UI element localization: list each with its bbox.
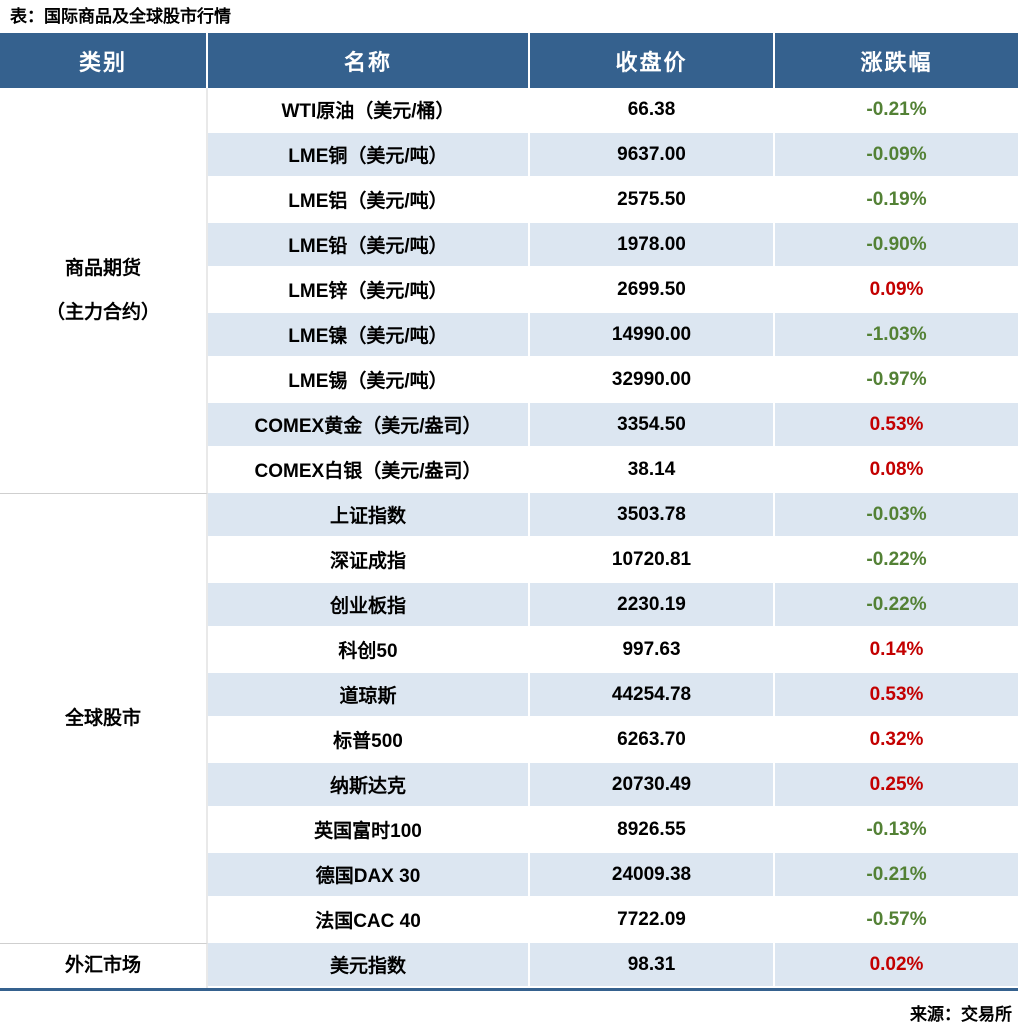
category-label-line: 外汇市场 bbox=[64, 955, 141, 976]
close-price-cell: 98.31 bbox=[530, 943, 775, 988]
close-price-cell: 997.63 bbox=[530, 628, 775, 673]
change-pct-cell: 0.53% bbox=[775, 403, 1018, 448]
col-header-change-pct: 涨跌幅 bbox=[775, 33, 1018, 88]
table-row: 科创50 997.63 0.14% bbox=[0, 628, 1018, 673]
change-pct-cell: -0.19% bbox=[775, 178, 1018, 223]
change-pct-cell: -0.57% bbox=[775, 898, 1018, 943]
close-price-cell: 2699.50 bbox=[530, 268, 775, 313]
table-header: 类别 名称 收盘价 涨跌幅 bbox=[0, 33, 1018, 88]
table-body: 商品期货 （主力合约） WTI原油（美元/桶） 66.38 -0.21% LME铜（美元/… bbox=[0, 88, 1018, 988]
close-price-cell: 32990.00 bbox=[530, 358, 775, 403]
name-cell: 深证成指 bbox=[208, 538, 530, 583]
close-price-cell: 6263.70 bbox=[530, 718, 775, 763]
name-cell: 纳斯达克 bbox=[208, 763, 530, 808]
close-price-cell: 3503.78 bbox=[530, 493, 775, 538]
name-cell: 美元指数 bbox=[208, 943, 530, 988]
table-row: 德国DAX 30 24009.38 -0.21% bbox=[0, 853, 1018, 898]
market-table: 类别 名称 收盘价 涨跌幅 商品期货 （主力合约） WTI原油（美元/桶） 66.38… bbox=[0, 33, 1018, 988]
table-title: 表：国际商品及全球股市行情 bbox=[10, 7, 231, 26]
close-price-cell: 20730.49 bbox=[530, 763, 775, 808]
change-pct-cell: -1.03% bbox=[775, 313, 1018, 358]
change-pct-cell: 0.25% bbox=[775, 763, 1018, 808]
change-pct-cell: 0.09% bbox=[775, 268, 1018, 313]
close-price-cell: 2575.50 bbox=[530, 178, 775, 223]
change-pct-cell: 0.08% bbox=[775, 448, 1018, 493]
table-row: 创业板指 2230.19 -0.22% bbox=[0, 583, 1018, 628]
close-price-cell: 8926.55 bbox=[530, 808, 775, 853]
category-label-line: 商品期货 bbox=[64, 257, 141, 279]
change-pct-cell: -0.90% bbox=[775, 223, 1018, 268]
change-pct-cell: -0.22% bbox=[775, 538, 1018, 583]
table-row: LME锡（美元/吨） 32990.00 -0.97% bbox=[0, 358, 1018, 403]
name-cell: 法国CAC 40 bbox=[208, 898, 530, 943]
source-note: 来源：交易所 bbox=[910, 1005, 1012, 1024]
table-row: 英国富时100 8926.55 -0.13% bbox=[0, 808, 1018, 853]
table-row: 商品期货 （主力合约） WTI原油（美元/桶） 66.38 -0.21% bbox=[0, 88, 1018, 493]
name-cell: COMEX黄金（美元/盎司） bbox=[208, 403, 530, 448]
table-row: LME铜（美元/吨） 9637.00 -0.09% bbox=[0, 133, 1018, 178]
close-price-cell: 1978.00 bbox=[530, 223, 775, 268]
category-label-line: 全球股市 bbox=[64, 707, 141, 729]
change-pct-cell: -0.03% bbox=[775, 493, 1018, 538]
table-row: LME锌（美元/吨） 2699.50 0.09% bbox=[0, 268, 1018, 313]
close-price-cell: 7722.09 bbox=[530, 898, 775, 943]
table-row: COMEX黄金（美元/盎司） 3354.50 0.53% bbox=[0, 403, 1018, 448]
name-cell: 创业板指 bbox=[208, 583, 530, 628]
name-cell: 标普500 bbox=[208, 718, 530, 763]
table-bottom-rule bbox=[0, 988, 1018, 991]
name-cell: WTI原油（美元/桶） bbox=[208, 88, 530, 133]
table-row: 标普500 6263.70 0.32% bbox=[0, 718, 1018, 763]
change-pct-cell: -0.22% bbox=[775, 583, 1018, 628]
change-pct-cell: 0.02% bbox=[775, 943, 1018, 988]
close-price-cell: 24009.38 bbox=[530, 853, 775, 898]
col-header-name: 名称 bbox=[208, 33, 530, 88]
table-row: 法国CAC 40 7722.09 -0.57% bbox=[0, 898, 1018, 943]
col-header-close-price: 收盘价 bbox=[530, 33, 775, 88]
col-header-category: 类别 bbox=[0, 33, 208, 88]
change-pct-cell: -0.13% bbox=[775, 808, 1018, 853]
change-pct-cell: -0.09% bbox=[775, 133, 1018, 178]
name-cell: COMEX白银（美元/盎司） bbox=[208, 448, 530, 493]
name-cell: LME铜（美元/吨） bbox=[208, 133, 530, 178]
table-row: 全球股市 上证指数 3503.78 -0.03% bbox=[0, 493, 1018, 943]
close-price-cell: 44254.78 bbox=[530, 673, 775, 718]
header-row: 类别 名称 收盘价 涨跌幅 bbox=[0, 33, 1018, 88]
name-cell: 道琼斯 bbox=[208, 673, 530, 718]
table-row: 外汇市场 美元指数 98.31 0.02% bbox=[0, 943, 1018, 988]
close-price-cell: 66.38 bbox=[530, 88, 775, 133]
category-cell: 外汇市场 bbox=[0, 943, 208, 988]
name-cell: LME铅（美元/吨） bbox=[208, 223, 530, 268]
name-cell: 上证指数 bbox=[208, 493, 530, 538]
table-row: LME铝（美元/吨） 2575.50 -0.19% bbox=[0, 178, 1018, 223]
change-pct-cell: 0.14% bbox=[775, 628, 1018, 673]
table-row: 深证成指 10720.81 -0.22% bbox=[0, 538, 1018, 583]
change-pct-cell: -0.97% bbox=[775, 358, 1018, 403]
table-row: 纳斯达克 20730.49 0.25% bbox=[0, 763, 1018, 808]
table-row: LME镍（美元/吨） 14990.00 -1.03% bbox=[0, 313, 1018, 358]
name-cell: LME铝（美元/吨） bbox=[208, 178, 530, 223]
name-cell: LME镍（美元/吨） bbox=[208, 313, 530, 358]
change-pct-cell: 0.53% bbox=[775, 673, 1018, 718]
name-cell: 英国富时100 bbox=[208, 808, 530, 853]
name-cell: LME锡（美元/吨） bbox=[208, 358, 530, 403]
close-price-cell: 2230.19 bbox=[530, 583, 775, 628]
close-price-cell: 9637.00 bbox=[530, 133, 775, 178]
name-cell: LME锌（美元/吨） bbox=[208, 268, 530, 313]
category-label-line: （主力合约） bbox=[45, 301, 160, 323]
table-row: 道琼斯 44254.78 0.53% bbox=[0, 673, 1018, 718]
name-cell: 科创50 bbox=[208, 628, 530, 673]
close-price-cell: 38.14 bbox=[530, 448, 775, 493]
change-pct-cell: -0.21% bbox=[775, 88, 1018, 133]
table-row: COMEX白银（美元/盎司） 38.14 0.08% bbox=[0, 448, 1018, 493]
close-price-cell: 10720.81 bbox=[530, 538, 775, 583]
category-cell: 全球股市 bbox=[0, 493, 208, 943]
name-cell: 德国DAX 30 bbox=[208, 853, 530, 898]
change-pct-cell: -0.21% bbox=[775, 853, 1018, 898]
close-price-cell: 3354.50 bbox=[530, 403, 775, 448]
table-row: LME铅（美元/吨） 1978.00 -0.90% bbox=[0, 223, 1018, 268]
category-cell: 商品期货 （主力合约） bbox=[0, 88, 208, 493]
close-price-cell: 14990.00 bbox=[530, 313, 775, 358]
change-pct-cell: 0.32% bbox=[775, 718, 1018, 763]
